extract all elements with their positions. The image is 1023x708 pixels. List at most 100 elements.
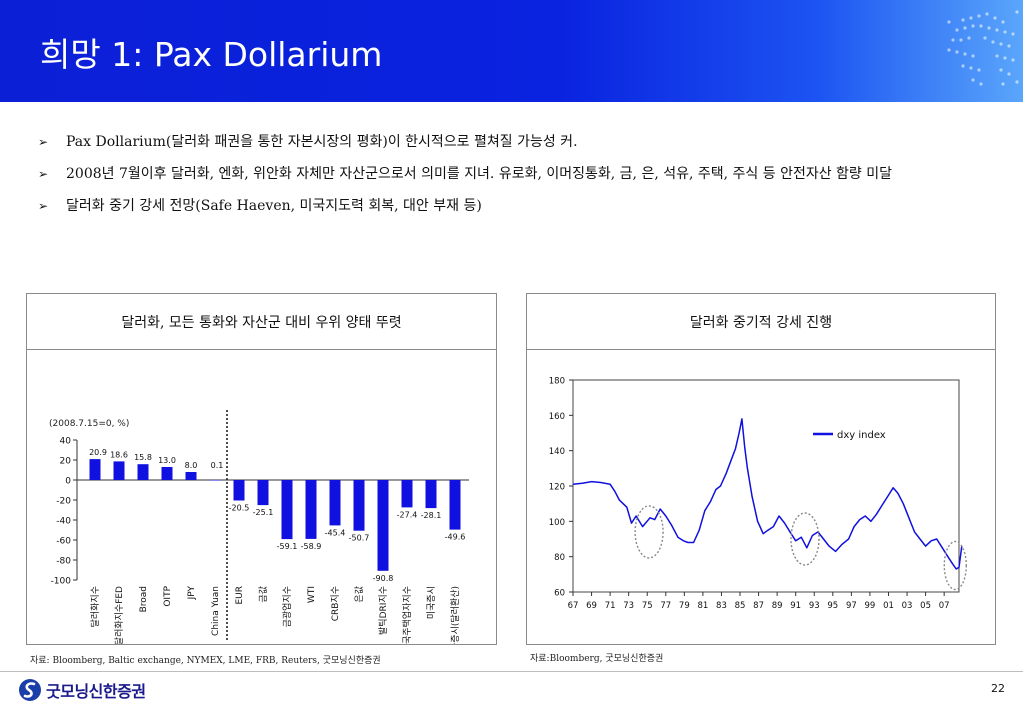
- bar-category-label: 한국증시(달러환산): [449, 586, 461, 644]
- line-y-tick-label: 60: [554, 589, 565, 599]
- brand-name: 굿모닝신한증권: [46, 682, 146, 701]
- line-x-tick-label: 75: [642, 601, 653, 611]
- line-x-tick-label: 89: [772, 601, 783, 611]
- line-x-tick-label: 03: [902, 601, 913, 611]
- line-x-tick-label: 79: [679, 601, 690, 611]
- bar-category-label: 달러화지수FED: [113, 586, 125, 644]
- bar-data-label: 8.0: [185, 461, 198, 470]
- bar-mark: [185, 472, 197, 480]
- line-x-tick-label: 91: [790, 601, 801, 611]
- bar-category-label: 금광업지수: [281, 586, 293, 627]
- footer-divider: [0, 671, 1023, 672]
- line-x-tick-label: 93: [809, 601, 820, 611]
- bar-mark: [281, 480, 293, 540]
- line-x-tick-label: 69: [586, 601, 597, 611]
- line-x-tick-label: 83: [716, 601, 727, 611]
- bar-mark: [377, 480, 389, 571]
- globe-graphic: [947, 10, 1019, 86]
- bar-y-tick-label: 20: [60, 457, 72, 467]
- left-chart-heading: 달러화, 모든 통화와 자산군 대비 우위 양태 뚜렷: [27, 294, 496, 350]
- line-y-tick-label: 100: [549, 518, 565, 528]
- bar-category-label: 발틱DRI지수: [377, 586, 389, 635]
- line-x-tick-label: 97: [846, 601, 857, 611]
- bar-y-tick-label: 40: [60, 437, 72, 447]
- trough-highlight-circle: [790, 512, 820, 566]
- bar-mark: [329, 480, 341, 526]
- bar-mark: [113, 461, 125, 480]
- bar-category-label: JPY: [187, 586, 197, 601]
- right-chart-heading: 달러화 중기적 강세 진행: [527, 294, 995, 350]
- bar-data-label: 15.8: [134, 453, 152, 462]
- line-x-tick-label: 07: [939, 601, 950, 611]
- company-logo: 굿모닝신한증권: [18, 678, 146, 702]
- bar-data-label: 18.6: [110, 450, 128, 459]
- bullet-item: ➢ 2008년 7월이후 달러화, 엔화, 위안화 자체만 자산군으로서 의미를…: [38, 162, 998, 186]
- bar-data-label: -59.1: [277, 542, 298, 551]
- line-y-tick-label: 120: [549, 483, 565, 493]
- bar-data-label: 0.1: [211, 461, 224, 470]
- bar-category-label: 은값: [353, 586, 365, 603]
- bar-mark: [89, 459, 101, 480]
- bullet-list: ➢ Pax Dollarium(달러화 패권을 통한 자본시장의 평화)이 한시…: [38, 130, 998, 226]
- bar-chart-note: (2008.7.15=0, %): [49, 419, 129, 429]
- bullet-text: 2008년 7월이후 달러화, 엔화, 위안화 자체만 자산군으로서 의미를 지…: [66, 166, 893, 182]
- bullet-text: Pax Dollarium(달러화 패권을 통한 자본시장의 평화)이 한시적으…: [66, 134, 578, 150]
- bar-y-tick-label: -40: [56, 517, 71, 527]
- bar-y-tick-label: -100: [51, 577, 72, 587]
- line-x-tick-label: 81: [697, 601, 708, 611]
- arrow-bullet-icon: ➢: [38, 199, 49, 213]
- bar-mark: [449, 480, 461, 530]
- bar-data-label: -50.7: [349, 534, 370, 543]
- bar-data-label: 20.9: [89, 448, 107, 457]
- bar-data-label: -27.4: [397, 510, 418, 519]
- line-y-tick-label: 140: [549, 447, 565, 457]
- bar-category-label: 미국증시: [426, 586, 437, 619]
- bar-data-label: -25.1: [253, 508, 274, 517]
- bar-data-label: -90.8: [373, 574, 394, 583]
- bar-chart: (2008.7.15=0, %) 40 20 0 -20 -40 -60 -80 -100 20.…: [49, 410, 469, 659]
- bar-category-label: WTI: [307, 586, 317, 603]
- bar-category-label: 미국주택업자지수: [402, 586, 413, 644]
- line-x-tick-label: 05: [920, 601, 931, 611]
- left-source-note: 자료: Bloomberg, Baltic exchange, NYMEX, L…: [30, 656, 381, 666]
- bar-category-label: EUR: [235, 586, 245, 605]
- bullet-item: ➢ Pax Dollarium(달러화 패권을 통한 자본시장의 평화)이 한시…: [38, 130, 998, 154]
- arrow-bullet-icon: ➢: [38, 167, 49, 181]
- line-x-tick-label: 77: [660, 601, 671, 611]
- bar-category-label: Broad: [139, 586, 149, 612]
- bar-category-label: China Yuan: [211, 586, 221, 636]
- page-number: 22: [991, 682, 1005, 695]
- line-x-tick-label: 85: [735, 601, 746, 611]
- trough-highlight-circle: [943, 540, 967, 591]
- arrow-bullet-icon: ➢: [38, 135, 49, 149]
- line-x-tick-label: 95: [827, 601, 838, 611]
- bar-data-label: -58.9: [301, 542, 322, 551]
- bar-data-label: -28.1: [421, 511, 442, 520]
- bar-data-label: -49.6: [445, 533, 466, 542]
- bar-y-tick-label: -80: [56, 557, 71, 567]
- line-x-tick-label: 01: [883, 601, 894, 611]
- bar-y-tick-label: -20: [56, 497, 71, 507]
- bullet-item: ➢ 달러화 중기 강세 전망(Safe Haeven, 미국지도력 회복, 대안…: [38, 194, 998, 218]
- bar-category-label: CRB지수: [330, 586, 341, 621]
- left-chart-panel: 달러화, 모든 통화와 자산군 대비 우위 양태 뚜렷 (2008.7.15=0…: [26, 293, 497, 659]
- right-source-note: 자료:Bloomberg, 굿모닝신한증권: [530, 654, 664, 664]
- slide-title: 희망 1: Pax Dollarium: [40, 35, 383, 74]
- line-x-tick-label: 99: [865, 601, 876, 611]
- bar-data-label: -45.4: [325, 528, 346, 537]
- bar-y-tick-label: 0: [65, 477, 71, 487]
- bar-y-tick-label: -60: [56, 537, 71, 547]
- bar-category-label: OITP: [163, 585, 173, 606]
- line-y-tick-label: 80: [554, 553, 565, 563]
- bar-mark: [209, 479, 221, 481]
- bar-mark: [425, 480, 437, 509]
- shinhan-emblem-icon: [19, 679, 41, 701]
- right-chart-panel: 달러화 중기적 강세 진행 180 160 140 120 100 80 60 67 69 71 7…: [526, 293, 996, 645]
- line-x-tick-label: 67: [568, 601, 579, 611]
- legend-label: dxy index: [837, 430, 886, 441]
- bar-mark: [137, 464, 149, 480]
- bar-mark: [401, 480, 413, 508]
- bar-mark: [305, 480, 317, 539]
- line-x-tick-label: 71: [605, 601, 616, 611]
